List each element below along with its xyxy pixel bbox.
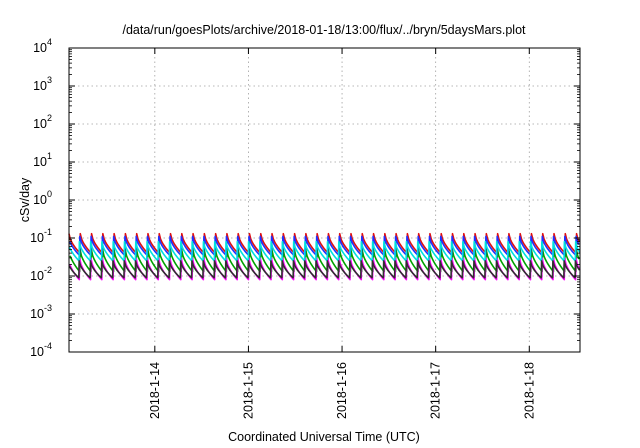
y-tick-label: 10-1 (30, 227, 52, 245)
series-group (68, 232, 581, 281)
axis-ticks (69, 47, 580, 353)
y-tick-label: 101 (33, 151, 52, 169)
x-tick-label: 2018-1-17 (429, 362, 443, 419)
y-tick-label: 10-3 (30, 303, 52, 321)
x-axis-title: Coordinated Universal Time (UTC) (228, 430, 420, 444)
x-tick-label: 2018-1-14 (148, 362, 162, 419)
y-tick-label: 100 (33, 189, 52, 207)
y-tick-label: 10-2 (30, 265, 52, 283)
series-line (68, 232, 581, 254)
x-tick-label: 2018-1-18 (522, 362, 536, 419)
y-axis-title: cSv/day (18, 177, 32, 222)
series-line (68, 240, 581, 262)
y-tick-label: 10-4 (30, 341, 52, 359)
y-tick-label: 102 (33, 113, 52, 131)
series-line (68, 260, 581, 279)
chart-title: /data/run/goesPlots/archive/2018-01-18/1… (122, 23, 526, 37)
grid (69, 47, 580, 353)
series-line (69, 235, 580, 257)
x-tick-label: 2018-1-16 (335, 362, 349, 419)
x-tick-labels: 2018-1-14 2018-1-15 2018-1-16 2018-1-17 2018… (148, 362, 536, 419)
y-tick-label: 104 (33, 37, 52, 55)
series-line (69, 248, 580, 273)
x-tick-label: 2018-1-15 (241, 362, 255, 419)
y-tick-labels: 10-4 10-3 10-2 10-1 100 101 102 103 104 (30, 37, 52, 359)
y-tick-label: 103 (33, 75, 52, 93)
